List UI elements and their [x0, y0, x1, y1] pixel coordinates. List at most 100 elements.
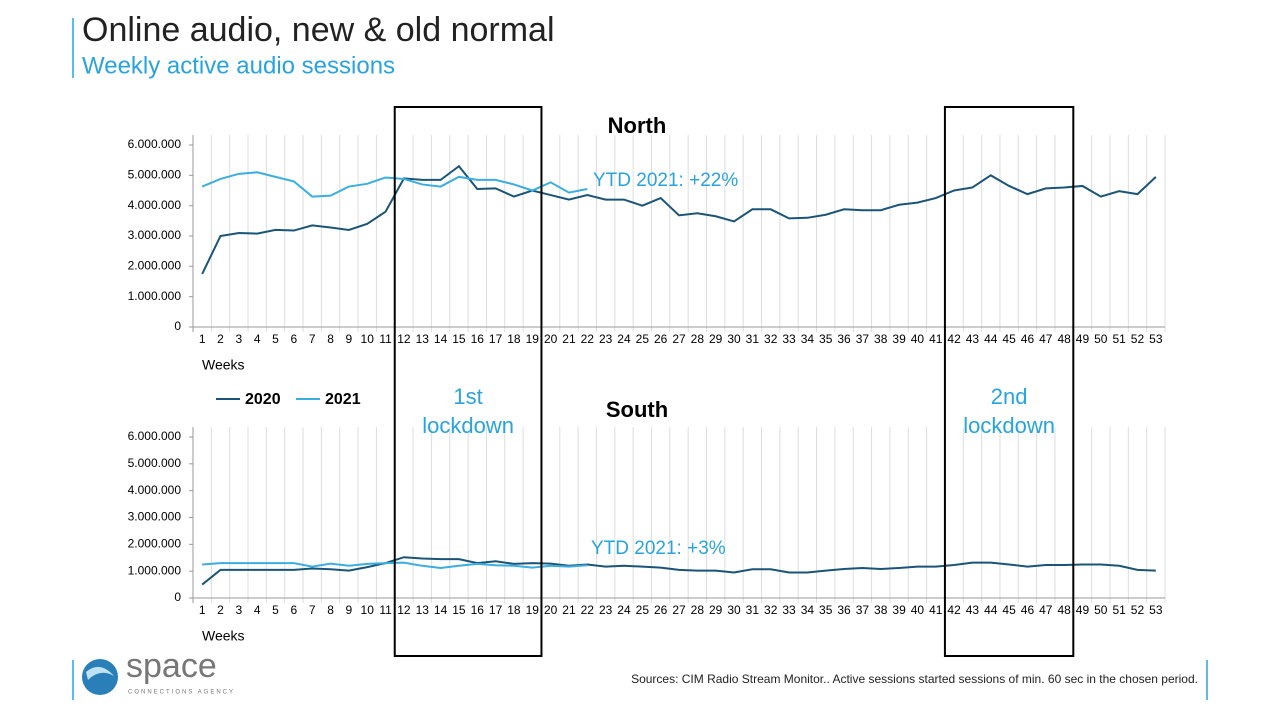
x-tick-label: 46 — [1021, 332, 1035, 346]
y-tick-label: 0 — [174, 590, 181, 604]
x-tick-label: 51 — [1112, 603, 1126, 617]
x-tick-label: 43 — [966, 603, 980, 617]
x-tick-label: 28 — [691, 332, 705, 346]
y-tick-label: 3.000.000 — [128, 510, 182, 524]
x-tick-label: 39 — [892, 332, 906, 346]
x-tick-label: 9 — [346, 332, 353, 346]
x-tick-label: 30 — [727, 603, 741, 617]
x-tick-label: 2 — [217, 332, 224, 346]
x-tick-label: 7 — [309, 332, 316, 346]
y-tick-label: 1.000.000 — [128, 563, 182, 577]
lockdown-label: lockdown — [963, 413, 1055, 438]
x-tick-label: 23 — [599, 332, 613, 346]
y-tick-label: 3.000.000 — [128, 228, 182, 242]
x-tick-label: 47 — [1039, 603, 1053, 617]
x-tick-label: 14 — [434, 603, 448, 617]
annotation: YTD 2021: +22% — [593, 170, 738, 191]
y-tick-label: 6.000.000 — [128, 137, 182, 151]
x-tick-label: 14 — [434, 332, 448, 346]
x-tick-label: 48 — [1057, 603, 1071, 617]
y-tick-label: 1.000.000 — [128, 289, 182, 303]
x-tick-label: 45 — [1002, 332, 1016, 346]
logo-tagline: CONNECTIONS AGENCY — [128, 690, 235, 696]
x-tick-label: 43 — [966, 332, 980, 346]
y-tick-label: 4.000.000 — [128, 198, 182, 212]
logo-text: space — [126, 647, 217, 685]
y-tick-label: 2.000.000 — [128, 259, 182, 273]
x-tick-label: 38 — [874, 332, 888, 346]
x-tick-label: 49 — [1076, 603, 1090, 617]
x-tick-label: 22 — [581, 603, 595, 617]
x-tick-label: 36 — [837, 332, 851, 346]
x-tick-label: 44 — [984, 332, 998, 346]
series-line — [201, 556, 1156, 586]
x-tick-label: 37 — [856, 332, 870, 346]
x-tick-label: 32 — [764, 603, 778, 617]
x-tick-label: 19 — [526, 603, 540, 617]
x-tick-label: 27 — [672, 332, 686, 346]
x-tick-label: 18 — [507, 332, 521, 346]
x-tick-label: 15 — [452, 603, 466, 617]
x-tick-label: 40 — [911, 603, 925, 617]
x-tick-label: 37 — [856, 603, 870, 617]
x-tick-label: 27 — [672, 603, 686, 617]
x-tick-label: 25 — [636, 603, 650, 617]
x-tick-label: 15 — [452, 332, 466, 346]
series-line — [201, 164, 1157, 275]
x-tick-label: 2 — [217, 603, 224, 617]
x-tick-label: 3 — [236, 332, 243, 346]
x-tick-label: 16 — [471, 332, 485, 346]
x-tick-label: 35 — [819, 603, 833, 617]
x-tick-label: 4 — [254, 332, 261, 346]
x-tick-label: 11 — [379, 332, 392, 346]
x-tick-label: 39 — [892, 603, 906, 617]
x-tick-label: 35 — [819, 332, 833, 346]
x-tick-label: 21 — [562, 332, 576, 346]
x-tick-label: 26 — [654, 603, 668, 617]
x-tick-label: 49 — [1076, 332, 1090, 346]
x-tick-label: 24 — [617, 603, 631, 617]
x-tick-label: 3 — [236, 603, 243, 617]
y-tick-label: 0 — [174, 319, 181, 333]
x-tick-label: 1 — [199, 332, 206, 346]
x-tick-label: 51 — [1112, 332, 1126, 346]
x-axis-label: Weeks — [202, 357, 245, 373]
logo-mark — [82, 659, 118, 695]
lockdown-label: 1st — [453, 384, 482, 409]
x-tick-label: 30 — [727, 332, 741, 346]
x-tick-label: 53 — [1149, 603, 1163, 617]
chart-title: South — [606, 397, 668, 422]
x-tick-label: 17 — [489, 603, 503, 617]
x-tick-label: 26 — [654, 332, 668, 346]
x-tick-label: 31 — [746, 603, 760, 617]
y-tick-label: 6.000.000 — [128, 429, 182, 443]
x-tick-label: 33 — [782, 603, 796, 617]
x-tick-label: 20 — [544, 603, 558, 617]
x-tick-label: 52 — [1131, 332, 1145, 346]
lockdown-label: 2nd — [991, 384, 1028, 409]
slide-title: Online audio, new & old normal — [82, 11, 555, 49]
legend-label: 2020 — [245, 391, 281, 408]
x-tick-label: 16 — [471, 603, 485, 617]
x-tick-label: 50 — [1094, 603, 1108, 617]
x-tick-label: 29 — [709, 332, 723, 346]
x-tick-label: 44 — [984, 603, 998, 617]
x-tick-label: 41 — [929, 603, 943, 617]
x-tick-label: 4 — [254, 603, 261, 617]
annotation: YTD 2021: +3% — [591, 538, 726, 559]
x-tick-label: 10 — [361, 603, 375, 617]
x-tick-label: 8 — [327, 332, 334, 346]
x-tick-label: 53 — [1149, 332, 1163, 346]
legend-label: 2021 — [325, 391, 361, 408]
x-tick-label: 13 — [416, 603, 430, 617]
x-tick-label: 20 — [544, 332, 558, 346]
x-tick-label: 12 — [397, 332, 411, 346]
x-tick-label: 47 — [1039, 332, 1053, 346]
x-tick-label: 46 — [1021, 603, 1035, 617]
slide-subtitle: Weekly active audio sessions — [82, 52, 395, 79]
x-tick-label: 7 — [309, 603, 316, 617]
x-tick-label: 23 — [599, 603, 613, 617]
x-tick-label: 25 — [636, 332, 650, 346]
logo-swirl — [86, 666, 114, 680]
x-tick-label: 36 — [837, 603, 851, 617]
